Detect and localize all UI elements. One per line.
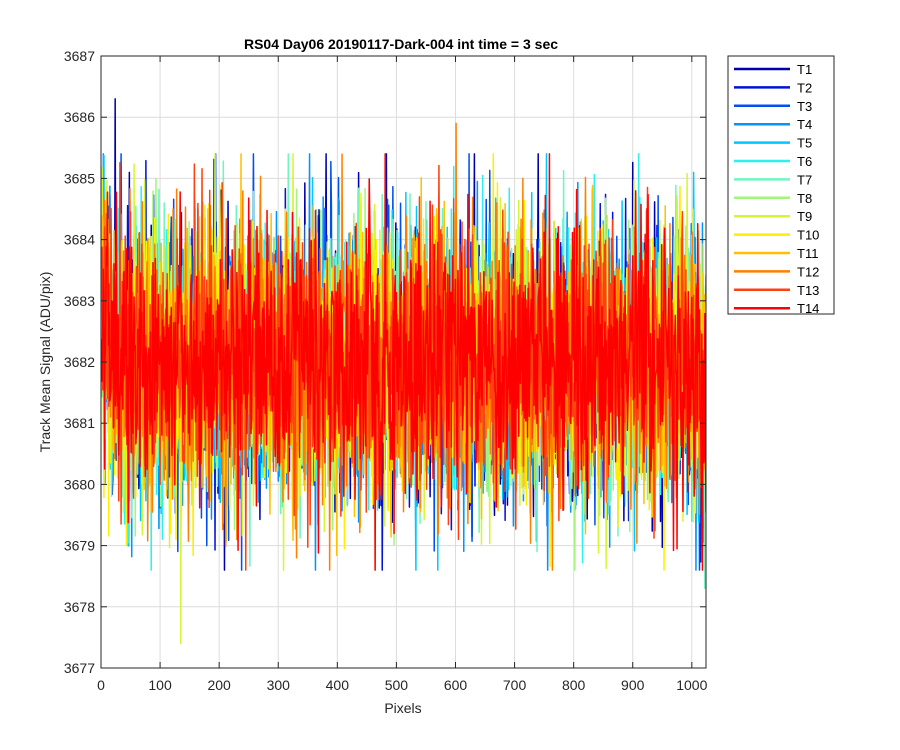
legend-label-t7: T7 [797,172,812,187]
x-tick-label: 100 [148,677,172,693]
legend-label-t6: T6 [797,154,812,169]
legend-label-t12: T12 [797,264,819,279]
legend-label-t3: T3 [797,99,812,114]
x-tick-label: 800 [562,677,586,693]
legend-label-t5: T5 [797,136,812,151]
legend-label-t14: T14 [797,301,819,316]
y-tick-label: 3686 [64,109,95,125]
x-tick-label: 1000 [676,677,707,693]
legend-label-t1: T1 [797,62,812,77]
axis-ticks: 0 100 200 300 400 500 600 700 800 900 1000 3677 3678… [64,48,708,693]
x-tick-label: 400 [326,677,350,693]
y-tick-label: 3687 [64,48,95,64]
series-line-t14 [101,153,706,571]
legend-label-t8: T8 [797,191,812,206]
legend-label-t13: T13 [797,283,819,298]
x-tick-label: 600 [444,677,468,693]
y-tick-label: 3678 [64,599,95,615]
x-tick-label: 200 [207,677,231,693]
legend-items: T1 T2 T3 T4 T5 T6 T7 T8 T9 T10 T11 T12 T13 T14 [734,62,819,316]
plot-area: 0 100 200 300 400 500 600 700 800 900 1000 3677 3678… [64,48,708,693]
data-series-group [101,98,706,645]
y-tick-label: 3685 [64,170,95,186]
y-tick-label: 3680 [64,476,95,492]
legend-label-t9: T9 [797,209,812,224]
y-tick-label: 3684 [64,232,95,248]
x-tick-label: 300 [267,677,291,693]
y-tick-label: 3683 [64,293,95,309]
x-tick-label: 700 [503,677,527,693]
y-tick-label: 3677 [64,660,95,676]
x-tick-label: 900 [621,677,645,693]
y-tick-label: 3681 [64,415,95,431]
x-tick-label: 0 [97,677,105,693]
legend-label-t4: T4 [797,117,812,132]
y-tick-label: 3679 [64,538,95,554]
x-axis-label: Pixels [384,700,421,716]
y-axis-label: Track Mean Signal (ADU/pix) [37,272,53,453]
y-tick-label: 3682 [64,354,95,370]
chart-title: RS04 Day06 20190117-Dark-004 int time = … [244,36,558,52]
x-tick-label: 500 [385,677,409,693]
legend-label-t11: T11 [797,246,818,261]
legend: T1 T2 T3 T4 T5 T6 T7 T8 T9 T10 T11 T12 T13 T14 [727,55,835,316]
legend-label-t2: T2 [797,80,812,95]
legend-label-t10: T10 [797,228,819,243]
